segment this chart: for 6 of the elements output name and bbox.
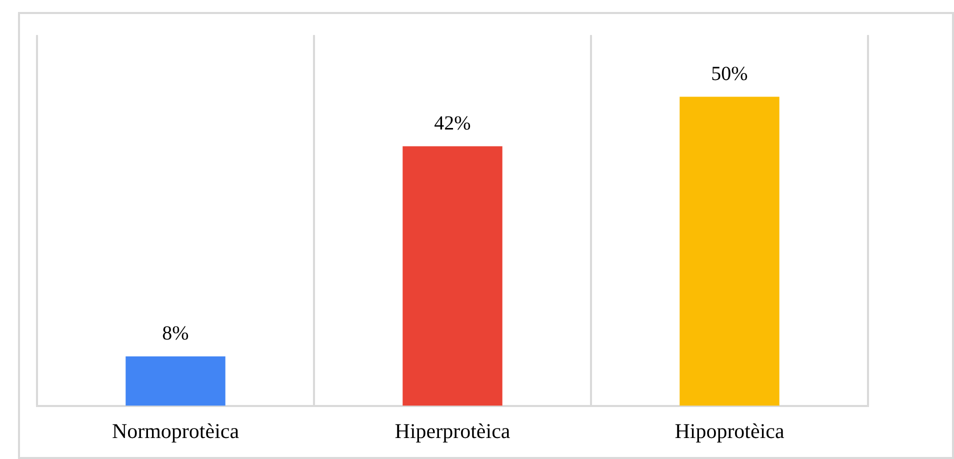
data-label: 8%: [162, 322, 189, 345]
x-tick-label: Hiperprotèica: [394, 418, 511, 443]
x-tick-label: Normoprotèica: [112, 418, 240, 443]
x-tick-label: Hipoprotèica: [674, 418, 785, 443]
data-label: 42%: [434, 112, 471, 134]
data-label: 50%: [711, 63, 748, 86]
